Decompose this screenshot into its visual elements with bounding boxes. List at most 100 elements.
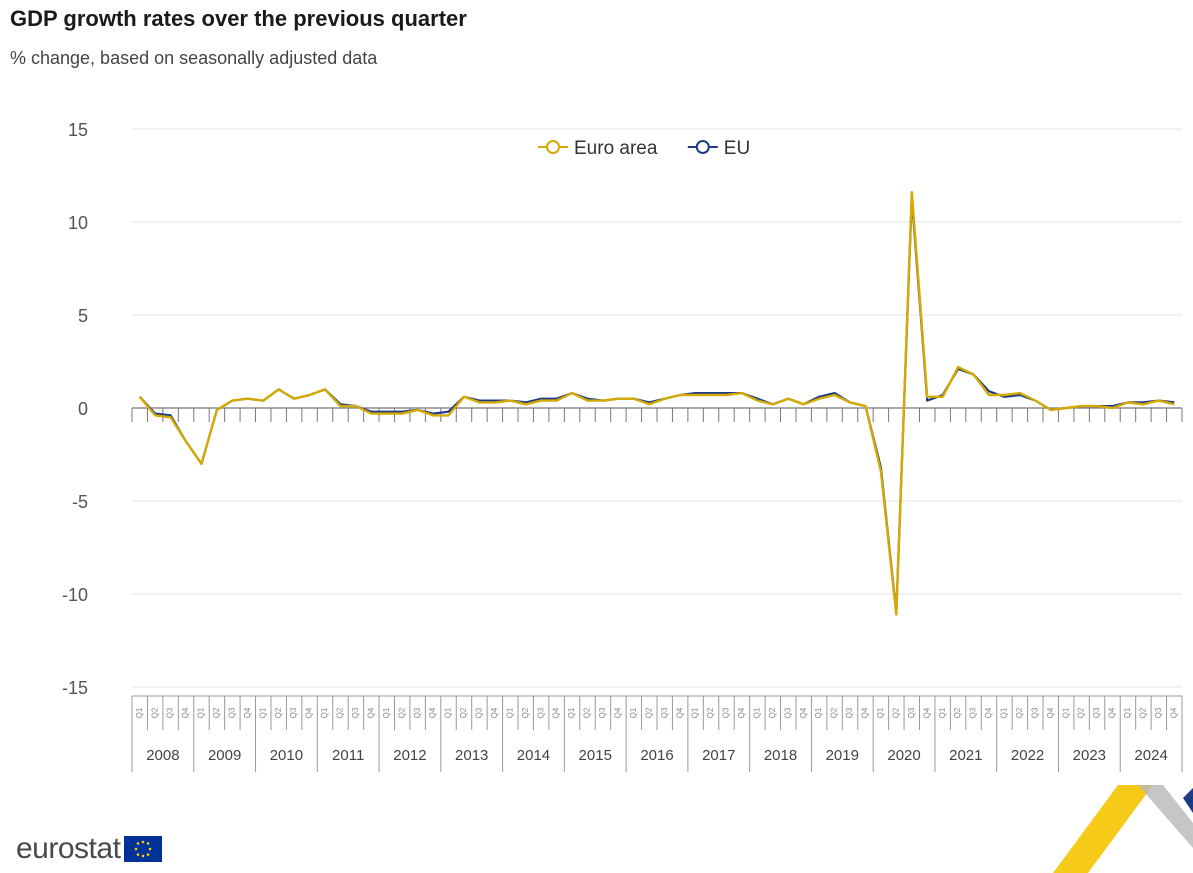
x-quarter-label: Q4 [984,707,993,718]
x-quarter-label: Q3 [845,707,854,718]
y-tick-label: -5 [72,492,88,512]
x-quarter-label: Q3 [660,707,669,718]
series-line-eu [138,196,1175,614]
x-year-label: 2015 [579,747,612,764]
x-quarter-label: Q2 [397,707,406,718]
page-subtitle: % change, based on seasonally adjusted d… [10,48,378,68]
x-year-label: 2011 [332,747,364,764]
x-quarter-label: Q3 [289,707,298,718]
x-quarter-label: Q3 [536,707,545,718]
x-quarter-label: Q2 [830,707,839,718]
x-year-label: 2016 [640,747,673,764]
x-quarter-label: Q2 [212,707,221,718]
x-quarter-label: Q4 [861,707,870,718]
legend-label: EU [724,138,750,159]
x-quarter-label: Q4 [428,707,437,718]
x-year-label: 2019 [826,747,859,764]
x-quarter-label: Q2 [336,707,345,718]
x-quarter-label: Q2 [706,707,715,718]
x-year-label: 2014 [517,747,550,764]
legend-marker-circle [695,140,710,154]
x-quarter-label: Q1 [629,707,638,718]
x-quarter-label: Q4 [305,707,314,718]
x-quarter-label: Q1 [1123,707,1132,718]
eurostat-logo: eurostat [16,832,163,866]
x-quarter-label: Q3 [969,707,978,718]
x-quarter-label: Q2 [583,707,592,718]
x-quarter-label: Q4 [799,707,808,718]
chart-legend: Euro area EU [538,138,750,159]
x-quarter-label: Q2 [768,707,777,718]
x-year-label: 2012 [393,747,426,764]
x-year-label: 2018 [764,747,797,764]
x-quarter-label: Q2 [644,707,653,718]
x-quarter-label: Q3 [1092,707,1101,718]
brand-wordmark: eurostat [16,832,121,865]
x-quarter-label: Q1 [876,707,885,718]
x-quarter-label: Q1 [382,707,391,718]
x-quarter-label: Q4 [1169,707,1178,718]
x-year-label: 2024 [1134,747,1167,764]
x-year-label: 2022 [1011,747,1044,764]
x-quarter-label: Q1 [1000,707,1009,718]
x-quarter-label: Q3 [1154,707,1163,718]
x-quarter-label: Q1 [258,707,267,718]
x-quarter-label: Q4 [243,707,252,718]
x-quarter-label: Q4 [675,707,684,718]
y-tick-label: 15 [68,120,88,140]
x-quarter-label: Q4 [1108,707,1117,718]
x-quarter-label: Q2 [1077,707,1086,718]
legend-marker-circle [546,140,560,154]
x-quarter-label: Q2 [521,707,530,718]
x-year-label: 2010 [270,747,303,764]
x-quarter-label: Q3 [907,707,916,718]
x-quarter-label: Q3 [722,707,731,718]
x-quarter-label: Q3 [783,707,792,718]
x-year-label: 2020 [887,747,920,764]
x-quarter-label: Q3 [227,707,236,718]
x-quarter-label: Q3 [413,707,422,718]
series-line-euro-area [138,190,1175,616]
x-quarter-label: Q2 [1139,707,1148,718]
x-quarter-label: Q4 [922,707,931,718]
x-quarter-label: Q3 [475,707,484,718]
x-quarter-label: Q4 [181,707,190,718]
x-year-label: 2013 [455,747,488,764]
x-quarter-label: Q2 [459,707,468,718]
legend-label: Euro area [574,138,658,159]
x-year-label: 2023 [1073,747,1106,764]
x-year-label: 2017 [702,747,735,764]
y-tick-label: 0 [78,399,88,419]
x-quarter-label: Q2 [891,707,900,718]
y-tick-label: 10 [68,213,88,233]
x-quarter-label: Q1 [752,707,761,718]
x-quarter-label: Q4 [614,707,623,718]
x-quarter-label: Q4 [552,707,561,718]
x-quarter-label: Q1 [567,707,576,718]
page-title: GDP growth rates over the previous quart… [10,6,467,31]
x-quarter-label: Q4 [1046,707,1055,718]
x-quarter-label: Q1 [1061,707,1070,718]
x-quarter-label: Q2 [953,707,962,718]
eu-flag-icon [124,836,163,862]
x-quarter-label: Q3 [351,707,360,718]
x-year-label: 2008 [146,747,179,764]
x-year-label: 2021 [949,747,982,764]
y-tick-label: 5 [78,306,88,326]
x-quarter-label: Q1 [814,707,823,718]
y-tick-label: -10 [62,585,88,605]
x-quarter-label: Q1 [938,707,947,718]
x-quarter-label: Q4 [737,707,746,718]
x-quarter-label: Q1 [444,707,453,718]
x-quarter-label: Q1 [135,707,144,718]
x-quarter-label: Q3 [1030,707,1039,718]
x-quarter-label: Q2 [1015,707,1024,718]
x-quarter-label: Q3 [598,707,607,718]
x-quarter-label: Q3 [166,707,175,718]
x-year-label: 2009 [208,747,241,764]
x-quarter-label: Q2 [150,707,159,718]
x-quarter-label: Q1 [197,707,206,718]
x-quarter-label: Q1 [320,707,329,718]
x-quarter-label: Q4 [490,707,499,718]
